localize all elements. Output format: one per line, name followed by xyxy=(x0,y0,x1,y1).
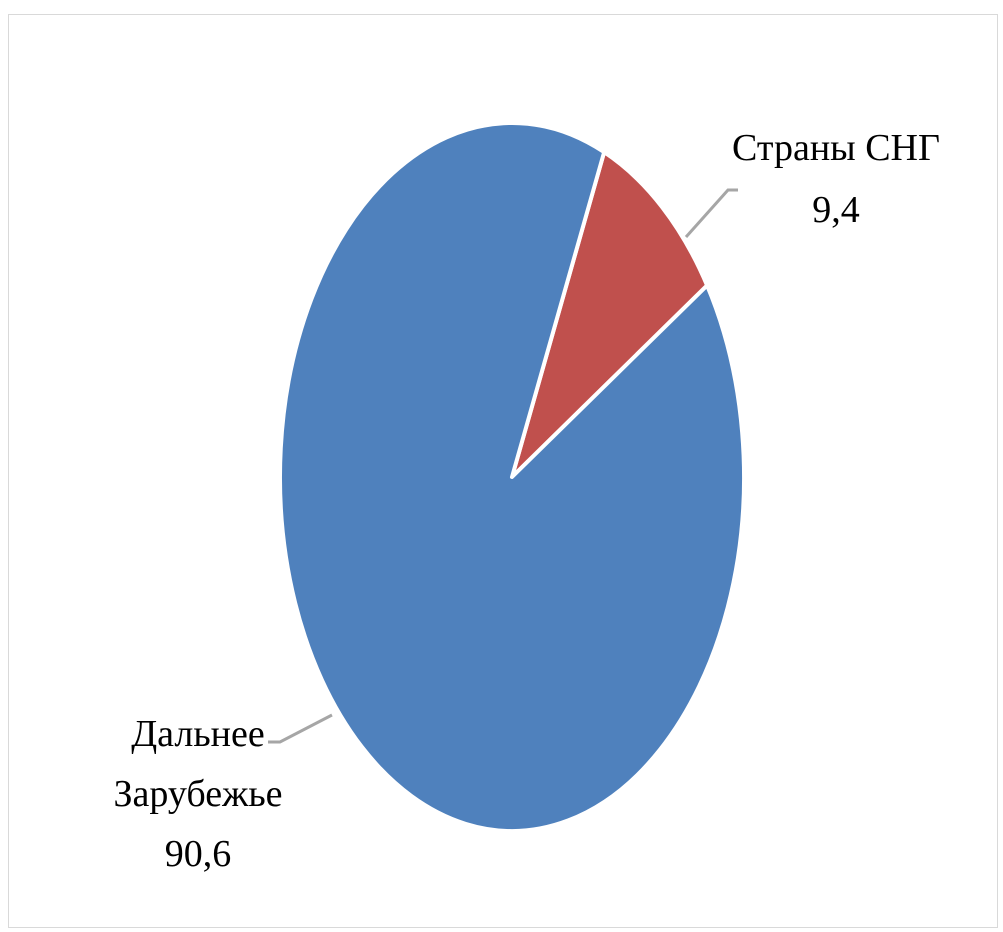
slice-value-far-abroad: 90,6 xyxy=(165,833,232,875)
slice-value-cis: 9,4 xyxy=(812,189,860,231)
slice-label-far-abroad-line2: Зарубежье xyxy=(113,773,282,815)
leader-line-far-abroad xyxy=(268,713,333,744)
slice-cis xyxy=(510,150,710,479)
slice-far-abroad xyxy=(278,121,746,833)
slice-label-cis: Страны СНГ xyxy=(732,127,940,169)
slice-label-far-abroad-line1: Дальнее xyxy=(131,713,264,755)
leader-line-cis xyxy=(684,188,738,238)
